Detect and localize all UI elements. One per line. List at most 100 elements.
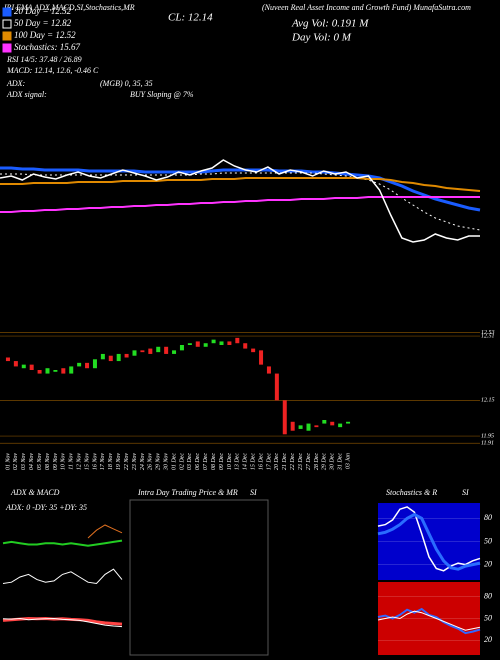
- x-tick-label: 01 Nov: [5, 453, 11, 471]
- x-tick-label: 29 Nov: [156, 453, 162, 471]
- candle: [235, 337, 240, 344]
- y-tick-label: 80: [484, 513, 492, 522]
- x-tick-label: 20 Dec: [274, 453, 280, 470]
- x-tick-label: 03 Jan: [345, 453, 351, 469]
- candle: [148, 348, 153, 354]
- legend-label: 20 Day = 12.52: [14, 6, 72, 16]
- x-tick-label: 11 Nov: [69, 453, 75, 470]
- candle: [259, 350, 264, 365]
- candle: [346, 421, 351, 424]
- x-tick-label: 15 Nov: [84, 453, 90, 471]
- candle: [29, 364, 34, 370]
- x-tick-label: 17 Dec: [266, 453, 272, 470]
- mgb-text: (MGB) 0, 35, 35: [100, 79, 153, 88]
- series-line: [87, 524, 123, 539]
- candle: [45, 368, 50, 374]
- legend-swatch: [2, 7, 12, 17]
- candle: [13, 361, 18, 367]
- x-tick-label: 13 Dec: [235, 453, 241, 470]
- series-line: [377, 506, 481, 572]
- x-tick-label: 24 Nov: [139, 453, 146, 471]
- candle: [53, 370, 58, 372]
- x-tick-label: 07 Dec: [203, 453, 209, 470]
- candle: [108, 355, 113, 362]
- x-tick-label: 14 Dec: [242, 453, 249, 470]
- candle: [203, 343, 208, 347]
- candle: [330, 421, 335, 426]
- candle: [132, 350, 137, 356]
- x-tick-label: 23 Dec: [298, 453, 304, 470]
- candle: [298, 425, 303, 429]
- x-tick-label: 19 Nov: [116, 453, 122, 471]
- panel-annotation: ADX: 0 -DY: 35 +DY: 35: [5, 503, 87, 512]
- series-line: [377, 610, 481, 631]
- y-tick-label: 11.91: [481, 441, 494, 447]
- adx-signal: ADX signal:: [6, 90, 47, 99]
- panel-title: ADX & MACD: [10, 488, 60, 497]
- series-line: [0, 177, 481, 192]
- legend-label: 100 Day = 12.52: [14, 30, 76, 40]
- candle: [179, 345, 184, 351]
- x-tick-label: 16 Nov: [92, 453, 98, 471]
- buy-text: BUY Sloping @ 7%: [130, 90, 194, 99]
- x-tick-label: 28 Dec: [314, 453, 320, 470]
- candle: [116, 353, 121, 362]
- legend-swatch: [2, 19, 12, 29]
- x-tick-label: 15 Dec: [251, 453, 257, 470]
- intraday-panel: [129, 499, 269, 656]
- candle: [92, 359, 97, 369]
- series-line: [0, 159, 480, 243]
- x-tick-label: 27 Dec: [306, 453, 312, 470]
- y-tick-label: 12.15: [481, 398, 495, 404]
- y-tick-label: 20: [484, 635, 492, 644]
- x-tick-label: 30 Nov: [164, 453, 170, 472]
- close-price: CL: 12.14: [168, 12, 213, 24]
- candle: [338, 423, 343, 428]
- candle: [219, 341, 224, 345]
- series-line: [377, 512, 481, 571]
- candle: [251, 348, 256, 353]
- series-line: [0, 166, 481, 212]
- x-tick-label: 12 Nov: [77, 453, 83, 471]
- panel-subtitle: SI: [250, 488, 257, 497]
- x-tick-label: 02 Dec: [179, 453, 185, 470]
- candle: [274, 373, 279, 401]
- legend-swatch: [2, 43, 12, 53]
- x-tick-label: 10 Nov: [61, 453, 67, 471]
- x-tick-label: 09 Dec: [219, 453, 225, 470]
- y-tick-label: 20: [484, 559, 492, 568]
- candle: [21, 364, 26, 369]
- x-tick-label: 21 Dec: [282, 453, 288, 470]
- x-tick-label: 02 Nov: [13, 453, 19, 471]
- x-tick-label: 08 Nov: [45, 453, 51, 471]
- panel-background: [378, 582, 480, 655]
- legend-swatch: [2, 31, 12, 41]
- x-tick-label: 29 Dec: [322, 453, 328, 470]
- y-tick-label: 11.95: [481, 433, 494, 439]
- adx-text: ADX:: [6, 79, 26, 88]
- candle: [85, 362, 90, 369]
- x-tick-label: 17 Nov: [100, 453, 106, 471]
- x-tick-label: 26 Nov: [148, 453, 154, 471]
- rsi-text: RSI 14/5: 37.48 / 26.89: [6, 55, 82, 64]
- candle: [77, 362, 82, 367]
- y-tick-label: 12.51: [481, 333, 495, 339]
- candle: [290, 421, 295, 431]
- panel-subtitle: SI: [462, 488, 469, 497]
- candle: [227, 341, 232, 345]
- candle: [211, 339, 216, 344]
- candle: [69, 366, 74, 374]
- x-tick-label: 22 Dec: [290, 453, 296, 470]
- candle: [314, 425, 319, 428]
- y-tick-label: 50: [484, 613, 492, 622]
- avg-vol: Avg Vol: 0.191 M: [291, 18, 369, 30]
- x-tick-label: 03 Nov: [21, 453, 27, 471]
- y-tick-label: 80: [484, 591, 492, 600]
- y-tick-label: 50: [484, 536, 492, 545]
- x-tick-label: 05 Nov: [37, 453, 43, 471]
- title-left: JRI EMA ADX,MACD,SI,Stochastics,MR: [3, 3, 135, 12]
- y-tick-label: 12.53: [481, 330, 495, 336]
- candle: [306, 423, 311, 431]
- x-tick-label: 06 Dec: [195, 453, 201, 470]
- x-tick-label: 03 Dec: [187, 453, 193, 470]
